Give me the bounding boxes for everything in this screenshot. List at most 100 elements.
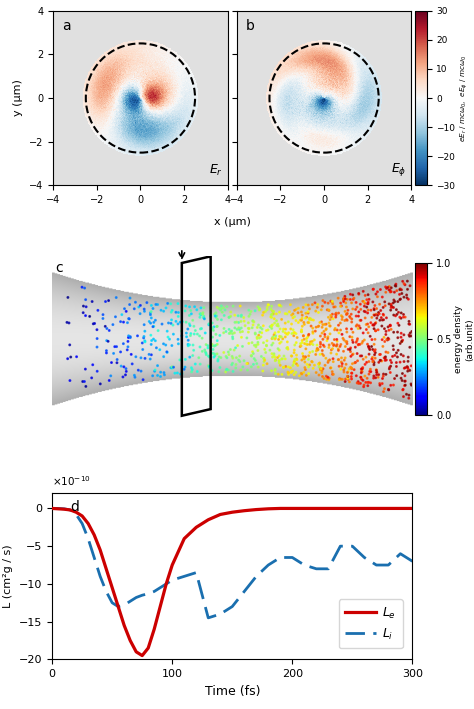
Point bbox=[182, 328, 190, 339]
Point bbox=[276, 330, 283, 342]
Point bbox=[364, 338, 371, 350]
Text: c: c bbox=[56, 262, 64, 275]
Point bbox=[301, 364, 309, 375]
Point bbox=[205, 350, 212, 362]
Point bbox=[185, 318, 193, 330]
Point bbox=[299, 320, 306, 332]
Point bbox=[197, 302, 205, 313]
Point bbox=[352, 303, 359, 315]
Point bbox=[348, 335, 356, 346]
Point bbox=[245, 326, 252, 337]
Point bbox=[260, 352, 267, 364]
Point bbox=[140, 331, 148, 342]
Point bbox=[82, 381, 90, 392]
Point bbox=[283, 328, 291, 340]
Point bbox=[337, 374, 345, 385]
Point bbox=[280, 362, 287, 373]
Point bbox=[359, 354, 367, 365]
Point bbox=[304, 308, 312, 319]
Point bbox=[190, 345, 198, 356]
Point bbox=[292, 315, 300, 326]
Point bbox=[380, 369, 387, 380]
Point bbox=[406, 342, 414, 353]
Point bbox=[383, 334, 391, 345]
Point bbox=[204, 360, 212, 372]
Point bbox=[333, 334, 341, 345]
Point bbox=[118, 309, 126, 320]
Point bbox=[126, 313, 133, 325]
Point bbox=[275, 355, 283, 367]
Point bbox=[256, 303, 264, 315]
Point bbox=[359, 363, 366, 374]
Point bbox=[280, 362, 287, 373]
Point bbox=[263, 340, 270, 351]
Point bbox=[266, 321, 274, 333]
Point bbox=[310, 315, 317, 326]
Point bbox=[365, 376, 373, 388]
Point bbox=[255, 319, 262, 330]
Y-axis label: energy density
(arb.unit): energy density (arb.unit) bbox=[455, 306, 474, 374]
Point bbox=[376, 379, 384, 391]
Point bbox=[261, 354, 268, 366]
Point bbox=[241, 320, 249, 331]
Point bbox=[363, 301, 371, 313]
Point bbox=[325, 355, 332, 367]
Point bbox=[398, 284, 405, 296]
Point bbox=[373, 367, 381, 378]
Point bbox=[372, 347, 379, 358]
Point bbox=[294, 303, 302, 314]
Point bbox=[207, 367, 214, 379]
Point bbox=[254, 333, 261, 344]
Point bbox=[275, 326, 283, 337]
Point bbox=[327, 362, 334, 374]
Point bbox=[298, 368, 305, 379]
Point bbox=[401, 311, 409, 323]
Point bbox=[208, 339, 216, 350]
Point bbox=[147, 300, 155, 311]
Point bbox=[322, 318, 330, 330]
Point bbox=[361, 301, 368, 312]
Point bbox=[328, 311, 335, 323]
Point bbox=[395, 320, 403, 331]
$L_i$ bbox=[410, 557, 415, 566]
Point bbox=[316, 317, 324, 328]
Point bbox=[73, 351, 81, 362]
Point bbox=[305, 329, 313, 340]
Point bbox=[86, 311, 93, 322]
Point bbox=[294, 307, 302, 318]
Point bbox=[127, 331, 134, 342]
Point bbox=[237, 311, 245, 322]
$L_e$ bbox=[115, 602, 121, 610]
Point bbox=[107, 370, 115, 381]
Point bbox=[400, 391, 407, 402]
Point bbox=[338, 358, 346, 369]
Point bbox=[397, 307, 405, 318]
Point bbox=[306, 303, 313, 315]
Point bbox=[301, 333, 308, 345]
Point bbox=[284, 328, 292, 340]
$L_i$ bbox=[290, 553, 295, 562]
Point bbox=[372, 325, 380, 337]
Point bbox=[219, 306, 226, 318]
Point bbox=[370, 359, 378, 371]
Point bbox=[324, 357, 332, 368]
$L_i$ bbox=[128, 597, 133, 605]
Point bbox=[342, 294, 349, 305]
Point bbox=[215, 351, 223, 362]
Point bbox=[355, 289, 363, 300]
Point bbox=[186, 320, 194, 331]
$L_i$ bbox=[151, 587, 157, 596]
Point bbox=[271, 327, 279, 338]
Y-axis label: y (μm): y (μm) bbox=[13, 79, 23, 116]
Point bbox=[228, 351, 236, 362]
Point bbox=[187, 305, 194, 316]
Point bbox=[357, 303, 365, 315]
Point bbox=[325, 318, 333, 329]
Point bbox=[396, 337, 404, 349]
Point bbox=[369, 352, 376, 363]
Point bbox=[362, 352, 370, 363]
Point bbox=[341, 315, 348, 326]
Point bbox=[347, 362, 355, 373]
Point bbox=[135, 364, 142, 376]
Point bbox=[350, 364, 358, 375]
